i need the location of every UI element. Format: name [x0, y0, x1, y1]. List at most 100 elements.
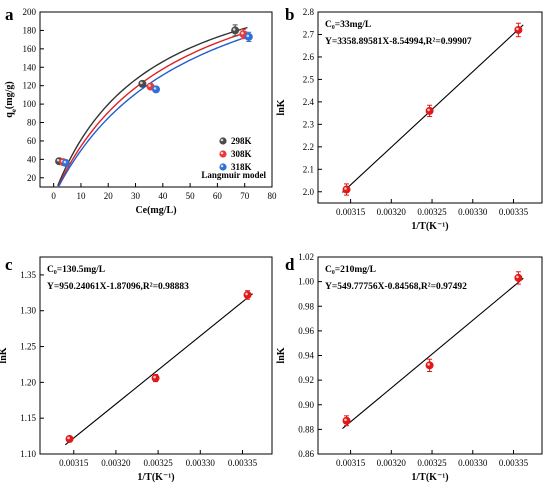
- annotation-concentration: C₀=130.5mg/L: [47, 265, 105, 275]
- marker-highlight: [153, 87, 157, 90]
- y-tick-label: 2.6: [303, 52, 315, 62]
- y-tick-label: 2.4: [303, 97, 315, 107]
- x-tick-label: 0.00325: [143, 458, 173, 468]
- legend-marker-highlight: [220, 138, 224, 142]
- y-tick-label: 1.35: [20, 270, 36, 280]
- marker-highlight: [148, 84, 151, 87]
- data-point-marker: [342, 185, 351, 194]
- marker-highlight: [140, 81, 143, 85]
- y-tick-label: 200: [23, 7, 37, 17]
- langmuir-fit-curve-308K: [57, 31, 248, 187]
- marker-highlight: [516, 275, 519, 279]
- annotation-concentration: C₀=210mg/L: [325, 265, 376, 275]
- y-tick-label: 2.8: [303, 7, 315, 17]
- x-tick-label: 30: [131, 191, 141, 201]
- panel-label: c: [5, 255, 13, 274]
- linear-fit-line: [64, 293, 253, 446]
- langmuir-fit-curve-298K: [57, 26, 248, 187]
- y-tick-label: 0.90: [298, 400, 314, 410]
- y-tick-label: 1.15: [20, 413, 36, 423]
- panel-label: d: [285, 255, 295, 274]
- marker-highlight: [245, 292, 248, 296]
- x-tick-label: 10: [76, 191, 86, 201]
- x-tick-label: 0: [51, 191, 56, 201]
- data-point-marker: [342, 416, 351, 425]
- data-point: [342, 415, 351, 427]
- marker-highlight: [427, 108, 430, 112]
- y-tick-label: 1.00: [298, 277, 314, 287]
- data-point: [514, 271, 523, 285]
- data-point: [243, 290, 252, 300]
- y-tick-label: 100: [23, 99, 37, 109]
- data-point: [342, 183, 351, 196]
- data-point: [65, 434, 74, 443]
- panel-a: a 0 10 20 30 40 50 60 70 80 20 40 60 80 100 120 140 160 18…: [4, 5, 277, 216]
- legend-label: 308K: [231, 149, 252, 159]
- y-tick-label: 2.1: [303, 164, 314, 174]
- x-tick-label: 40: [158, 191, 168, 201]
- marker-highlight: [344, 418, 347, 422]
- linear-fit-line: [342, 277, 524, 430]
- y-tick-label: 180: [23, 25, 37, 35]
- data-point-marker: [138, 79, 147, 88]
- data-point: [425, 104, 434, 117]
- legend-marker: [219, 150, 227, 158]
- x-tick-label: 0.00315: [336, 458, 366, 468]
- y-tick-label: 160: [23, 44, 37, 54]
- x-tick-label: 60: [213, 191, 223, 201]
- legend-marker: [219, 137, 227, 145]
- annotation-equation: Y=3358.89581X-8.54994,R²=0.99907: [325, 37, 472, 47]
- x-axis-label: Ce(mg/L): [135, 205, 176, 216]
- data-point-318K: [61, 159, 70, 168]
- panel-d: d 0.00315 0.00320 0.00325 0.00330 0.00335 0.86…: [276, 252, 543, 483]
- data-point-marker: [425, 106, 434, 115]
- data-point-298K: [231, 24, 240, 37]
- legend-marker-highlight: [220, 151, 224, 155]
- x-tick-label: 0.00335: [228, 458, 258, 468]
- data-point-marker: [65, 434, 74, 443]
- y-tick-label: 0.98: [298, 301, 314, 311]
- data-point-marker: [61, 159, 70, 168]
- y-tick-label: 1.20: [20, 377, 36, 387]
- y-axis-label: lnK: [276, 347, 287, 363]
- x-axis-label: 1/T(K⁻¹): [137, 472, 174, 483]
- x-tick-label: 50: [186, 191, 196, 201]
- x-tick-label: 0.00325: [417, 207, 447, 217]
- x-tick-label: 20: [104, 191, 114, 201]
- marker-highlight: [153, 375, 156, 379]
- x-tick-label: 0.00330: [458, 207, 488, 217]
- model-label: Langmuir model: [201, 170, 266, 180]
- data-point-318K: [151, 85, 160, 94]
- plot-frame: [39, 256, 273, 455]
- marker-highlight: [427, 363, 430, 366]
- annotation-concentration: C₀=33mg/L: [325, 20, 371, 30]
- y-tick-label: 0.94: [298, 351, 314, 361]
- data-point-318K: [244, 31, 253, 42]
- marker-highlight: [246, 34, 250, 38]
- panel-b: b 0.00315 0.00320 0.00325 0.00330 0.00335 2.0 2…: [276, 5, 543, 232]
- data-point-marker: [151, 374, 160, 383]
- panel-c: c 0.00315 0.00320 0.00325 0.00330 0.00335 1.10…: [0, 255, 273, 483]
- y-tick-label: 120: [23, 81, 37, 91]
- y-axis-label: lnK: [0, 347, 9, 363]
- y-tick-label: 0.88: [298, 424, 314, 434]
- y-axis-label: qe(mg/g): [4, 81, 18, 117]
- y-axis-label: lnK: [276, 99, 287, 115]
- marker-highlight: [516, 27, 519, 31]
- data-point-marker: [514, 25, 523, 34]
- marker-highlight: [56, 158, 60, 162]
- x-tick-label: 0.00320: [377, 458, 407, 468]
- marker-highlight: [63, 160, 67, 164]
- y-tick-label: 1.30: [20, 306, 36, 316]
- data-point-marker: [243, 290, 252, 299]
- y-tick-label: 0.92: [298, 375, 314, 385]
- x-tick-label: 0.00320: [101, 458, 131, 468]
- marker-highlight: [67, 436, 70, 440]
- x-axis-label: 1/T(K⁻¹): [411, 472, 448, 483]
- legend: 298K 308K 318K: [219, 136, 252, 172]
- y-tick-label: 1.10: [20, 449, 36, 459]
- y-tick-label: 0.86: [298, 449, 314, 459]
- panel-label: a: [5, 5, 14, 24]
- data-point-marker: [425, 361, 434, 370]
- marker-highlight: [232, 28, 236, 31]
